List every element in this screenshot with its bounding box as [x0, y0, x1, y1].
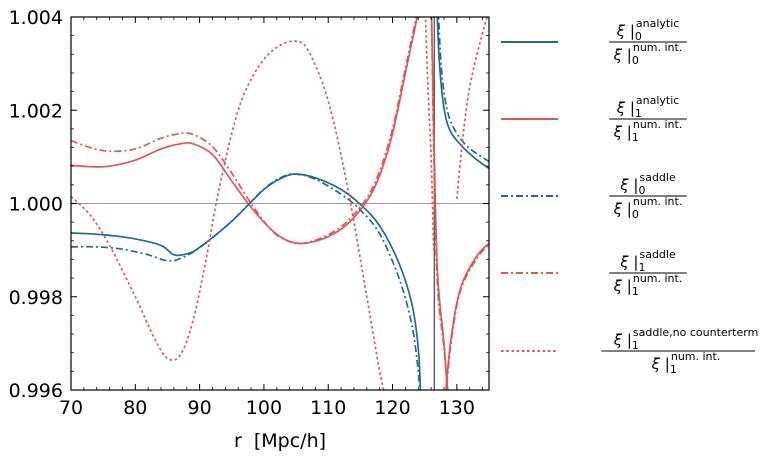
- axis-ticks: 70 80 90 100 110 120 130 0.996 0.998 1.000 1.002 1.…: [9, 7, 489, 419]
- series-4-line-seg-2: [430, 17, 449, 390]
- legend-numerator-4: ξ |1saddle: [619, 248, 676, 274]
- legend-denominator-4: ξ |1num. int.: [613, 272, 683, 298]
- series-1-line-seg-1: [71, 173, 422, 390]
- y-tick-label: 1.002: [9, 100, 63, 122]
- legend-denominator-3: ξ |0num. int.: [613, 195, 683, 221]
- series-3-line-seg-2: [437, 17, 489, 163]
- x-tick-label: 70: [59, 397, 83, 419]
- x-tick-label: 120: [374, 397, 410, 419]
- legend-numerator-5: ξ |1saddle,no counterterm: [613, 326, 759, 352]
- reference-lines: [71, 17, 489, 390]
- y-tick-label: 0.996: [9, 380, 63, 402]
- x-tick-label: 130: [439, 397, 475, 419]
- series-4-line-seg-3: [445, 243, 489, 390]
- y-tick-label: 1.000: [9, 194, 63, 216]
- x-tick-label: 90: [188, 397, 212, 419]
- series-layer: [71, 17, 489, 390]
- x-tick-label: 80: [123, 397, 147, 419]
- x-tick-label: 100: [246, 397, 282, 419]
- series-1-line-seg-2: [436, 17, 489, 170]
- x-tick-label: 110: [310, 397, 346, 419]
- series-5-line-seg-1: [71, 40, 385, 390]
- y-tick-label: 1.004: [9, 7, 63, 29]
- legend-numerator-3: ξ |0saddle: [619, 171, 676, 197]
- series-3-line-seg-1: [71, 173, 421, 390]
- x-axis-label: r [Mpc/h]: [234, 430, 326, 452]
- series-5-line-seg-3: [456, 17, 488, 199]
- legend-denominator-5: ξ |1num. int.: [651, 350, 721, 376]
- legend-denominator-1: ξ |0num. int.: [613, 41, 683, 67]
- y-tick-label: 0.998: [9, 287, 63, 309]
- legend-denominator-2: ξ |1num. int.: [613, 118, 683, 144]
- series-4-line-seg-1: [71, 17, 418, 245]
- legend-numerator-1: ξ |0analytic: [616, 17, 680, 43]
- legend-numerator-2: ξ |1analytic: [616, 94, 680, 120]
